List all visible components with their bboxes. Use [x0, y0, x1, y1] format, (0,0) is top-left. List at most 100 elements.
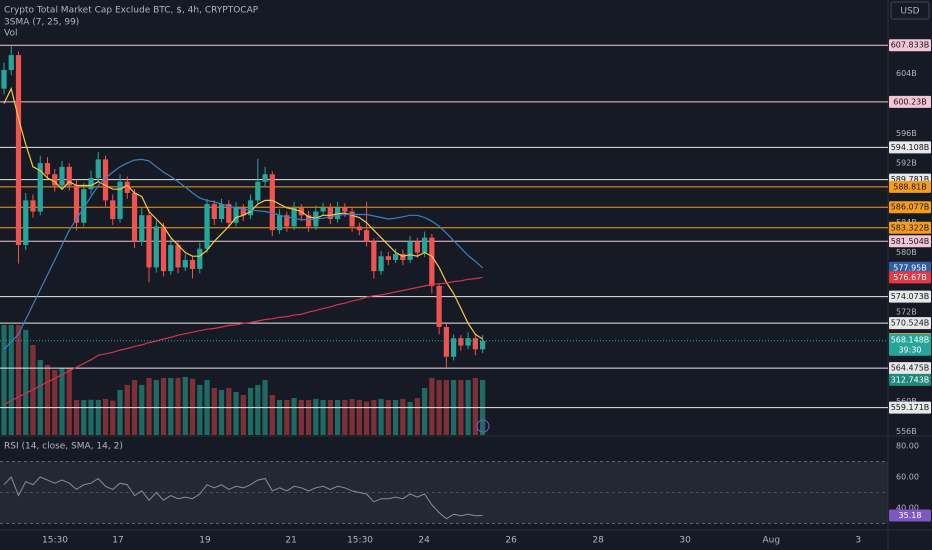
volume-bar: [124, 384, 130, 435]
x-tick-label: 19: [199, 536, 211, 546]
volume-bar: [342, 399, 348, 435]
x-tick-label: Aug: [762, 536, 780, 546]
candle-body: [450, 338, 457, 357]
candle-body: [276, 215, 283, 231]
price-tag: 568.148B: [891, 335, 930, 344]
y-tick-label: 592B: [896, 159, 917, 168]
volume-bar: [472, 377, 478, 435]
candle-body: [240, 207, 246, 216]
level-tag: 594.108B: [891, 143, 930, 152]
level-tag: 574.073B: [891, 292, 930, 301]
candle-body: [436, 286, 442, 327]
volume-bar: [305, 399, 312, 435]
level-tag: 600.23B: [893, 97, 926, 106]
volume-bar: [298, 399, 304, 435]
level-tag: 607.833B: [891, 41, 930, 50]
x-tick-label: 21: [285, 536, 296, 546]
level-tag-box: [889, 95, 931, 108]
volume-bar: [168, 377, 174, 435]
candle-body: [291, 207, 297, 227]
volume-bar: [291, 398, 297, 435]
volume-bar: [247, 387, 254, 435]
level-tag-box: [889, 401, 931, 414]
y-tick-label: 560B: [896, 397, 917, 406]
candle-body: [421, 237, 428, 253]
candle-body: [371, 241, 377, 272]
currency-box[interactable]: [890, 1, 930, 20]
level-tag: 588.81B: [893, 182, 926, 191]
volume-bar: [81, 400, 87, 435]
volume-bar: [226, 387, 232, 435]
volume-bar: [88, 399, 94, 435]
candle-body: [117, 181, 123, 219]
candle-body: [414, 241, 420, 253]
x-tick-label: 28: [592, 536, 604, 546]
candle-body: [81, 189, 87, 223]
volume-bar: [59, 368, 65, 435]
level-tag: 586.077B: [891, 203, 930, 212]
volume-bar: [313, 398, 319, 435]
candle-body: [160, 226, 167, 272]
volume-bar: [23, 329, 29, 435]
legend-entry: 3SMA (7, 25, 99): [4, 18, 79, 28]
sma-tag-box: [889, 271, 931, 284]
candle-body: [139, 215, 145, 242]
level-tag-box: [889, 221, 931, 234]
candle-body: [472, 338, 478, 350]
volume-bar: [392, 399, 399, 435]
y-tick-label: 572B: [896, 308, 917, 317]
x-tick-label: 30: [679, 536, 691, 546]
y-tick-label: 604B: [896, 69, 917, 78]
volume-bar: [37, 359, 43, 435]
event-icon[interactable]: [476, 419, 490, 433]
candle-body: [385, 256, 391, 260]
sma-line: [3, 86, 483, 340]
candle-body: [262, 174, 268, 182]
y-tick-label: 596B: [896, 129, 917, 138]
volume-bar: [197, 384, 203, 435]
volume-bar: [146, 377, 152, 435]
x-tick-label: 3: [855, 536, 861, 546]
candle-body: [189, 259, 196, 269]
volume-bar: [356, 399, 362, 435]
volume-bar: [15, 324, 22, 435]
candle-body: [182, 259, 188, 268]
volume-bar: [349, 398, 355, 435]
level-tag: 570.524B: [891, 319, 930, 328]
volume-bar: [211, 387, 217, 435]
candle-body: [1, 70, 7, 89]
volume-bar: [284, 399, 290, 435]
candle-body: [400, 253, 406, 260]
candle-body: [153, 226, 159, 268]
countdown: 39:30: [898, 345, 921, 354]
sma-tag: 577.95B: [893, 263, 926, 272]
currency[interactable]: USD: [900, 7, 919, 17]
volume-bar: [327, 399, 333, 435]
candle-body: [233, 207, 239, 223]
candle-body: [407, 241, 413, 260]
candle-body: [327, 207, 333, 219]
volume-bar: [407, 401, 413, 435]
volume-bar: [414, 398, 420, 435]
candle-body: [197, 248, 203, 269]
candle-body: [73, 185, 80, 223]
price-tag-box: [889, 333, 931, 356]
candle-body: [363, 230, 370, 242]
volume-bar: [276, 399, 283, 435]
rsi-tag: 35.18: [899, 511, 922, 520]
candle-body: [124, 181, 130, 193]
candle-body: [255, 181, 261, 201]
x-tick-label: 24: [418, 536, 430, 546]
volume-bar: [95, 399, 101, 435]
candle-body: [95, 159, 101, 179]
level-tag-box: [889, 141, 931, 154]
volume-tag-box: [889, 373, 931, 386]
rsi-line: [3, 476, 483, 520]
plot: 604B596B592B584B580B572B560B556B80.0060.…: [0, 39, 931, 546]
candle-body: [458, 338, 464, 346]
candle-body: [269, 174, 275, 231]
candle-body: [110, 200, 116, 219]
volume-bar: [52, 370, 58, 435]
volume-bar: [8, 324, 14, 435]
